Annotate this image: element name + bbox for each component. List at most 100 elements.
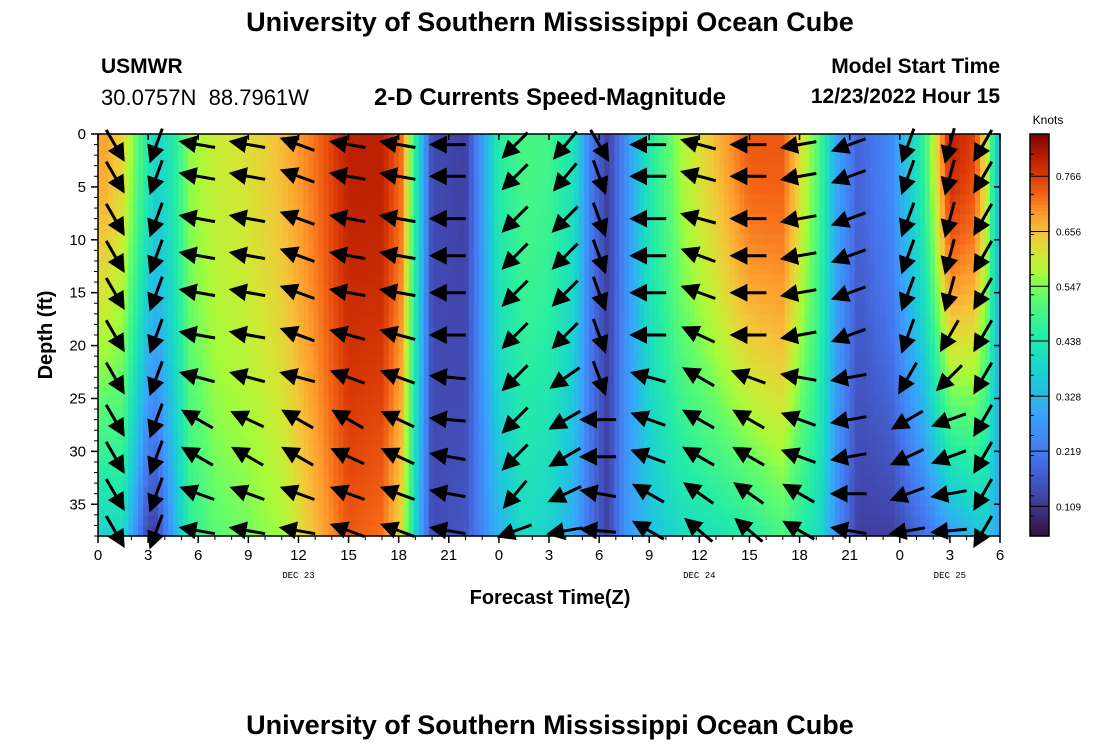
heatmap-cell xyxy=(508,244,515,256)
heatmap-cell xyxy=(463,294,470,306)
heatmap-cell xyxy=(468,314,475,326)
heatmap-cell xyxy=(248,445,254,457)
heatmap-cell xyxy=(543,425,550,437)
heatmap-cell xyxy=(709,164,715,175)
heatmap-cell xyxy=(493,475,500,487)
heatmap-cell xyxy=(318,515,325,527)
heatmap-cell xyxy=(348,355,355,366)
heatmap-cell xyxy=(203,385,209,396)
heatmap-cell xyxy=(268,284,274,296)
heatmap-cell xyxy=(233,314,239,326)
heatmap-cell xyxy=(438,475,445,487)
heatmap-cell xyxy=(393,335,400,346)
heatmap-cell xyxy=(138,345,144,356)
heatmap-cell xyxy=(523,495,530,507)
heatmap-cell xyxy=(619,475,625,487)
heatmap-cell xyxy=(313,375,320,386)
heatmap-cell xyxy=(418,174,425,185)
heatmap-cell xyxy=(538,284,545,296)
heatmap-cell xyxy=(478,365,485,376)
heatmap-cell xyxy=(654,164,660,175)
heatmap-cell xyxy=(679,335,685,346)
heatmap-cell xyxy=(368,505,375,517)
heatmap-cell xyxy=(458,445,465,457)
heatmap-cell xyxy=(559,465,565,477)
heatmap-cell xyxy=(333,194,340,205)
heatmap-cell xyxy=(609,455,615,467)
heatmap-cell xyxy=(258,314,264,326)
heatmap-cell xyxy=(273,485,279,497)
heatmap-cell xyxy=(263,294,269,306)
heatmap-cell xyxy=(263,515,269,527)
heatmap-cell xyxy=(569,445,575,457)
heatmap-cell xyxy=(488,224,495,236)
heatmap-cell xyxy=(398,405,405,416)
heatmap-cell xyxy=(303,385,310,396)
heatmap-cell xyxy=(448,485,455,497)
heatmap-cell xyxy=(183,355,189,366)
heatmap-cell xyxy=(669,515,675,527)
heatmap-cell xyxy=(533,294,540,306)
heatmap-cell xyxy=(629,385,635,396)
heatmap-cell xyxy=(153,365,159,376)
heatmap-cell xyxy=(624,335,630,346)
heatmap-cell xyxy=(378,375,385,386)
heatmap-cell xyxy=(709,204,715,215)
heatmap-cell xyxy=(138,254,144,266)
heatmap-cell xyxy=(98,264,104,276)
heatmap-cell xyxy=(508,164,515,175)
heatmap-cell xyxy=(403,365,410,376)
heatmap-cell xyxy=(403,355,410,366)
heatmap-cell xyxy=(398,164,405,175)
heatmap-cell xyxy=(288,505,295,517)
station-coordinates: 30.0757N 88.7961W xyxy=(101,85,309,110)
heatmap-cell xyxy=(549,264,555,276)
heatmap-cell xyxy=(308,435,315,447)
heatmap-cell xyxy=(443,184,450,195)
heatmap-cell xyxy=(604,365,610,376)
heatmap-cell xyxy=(353,184,360,195)
heatmap-cell xyxy=(513,304,520,316)
heatmap-cell xyxy=(348,324,355,336)
heatmap-cell xyxy=(704,425,710,437)
heatmap-cell xyxy=(318,154,325,165)
heatmap-cell xyxy=(448,375,455,386)
heatmap-cell xyxy=(293,154,300,165)
heatmap-cell xyxy=(589,284,595,296)
heatmap-cell xyxy=(188,314,194,326)
heatmap-cell xyxy=(143,385,149,396)
heatmap-cell xyxy=(398,465,405,477)
heatmap-cell xyxy=(333,234,340,246)
heatmap-cell xyxy=(538,234,545,246)
heatmap-cell xyxy=(368,194,375,205)
heatmap-cell xyxy=(228,415,234,427)
heatmap-cell xyxy=(333,415,340,427)
page-title: University of Southern Mississippi Ocean… xyxy=(246,7,854,37)
heatmap-cell xyxy=(518,485,525,497)
heatmap-cell xyxy=(373,154,380,165)
heatmap-cell xyxy=(313,234,320,246)
heatmap-cell xyxy=(533,164,540,175)
heatmap-cell xyxy=(423,284,430,296)
heatmap-cell xyxy=(403,264,410,276)
heatmap-cell xyxy=(373,485,380,497)
heatmap-cell xyxy=(589,425,595,437)
heatmap-cell xyxy=(629,395,635,406)
heatmap-cell xyxy=(543,134,550,145)
heatmap-cell xyxy=(218,415,224,427)
heatmap-cell xyxy=(203,234,209,246)
heatmap-cell xyxy=(599,455,605,467)
heatmap-cell xyxy=(659,445,665,457)
heatmap-cell xyxy=(133,254,139,266)
heatmap-cell xyxy=(423,485,430,497)
heatmap-cell xyxy=(218,435,224,447)
heatmap-cell xyxy=(368,314,375,326)
heatmap-cell xyxy=(173,455,179,467)
heatmap-cell xyxy=(208,144,214,155)
heatmap-cell xyxy=(258,264,264,276)
heatmap-cell xyxy=(483,375,490,386)
heatmap-cell xyxy=(303,345,310,356)
heatmap-cell xyxy=(694,475,700,487)
heatmap-cell xyxy=(333,455,340,467)
heatmap-cell xyxy=(458,234,465,246)
